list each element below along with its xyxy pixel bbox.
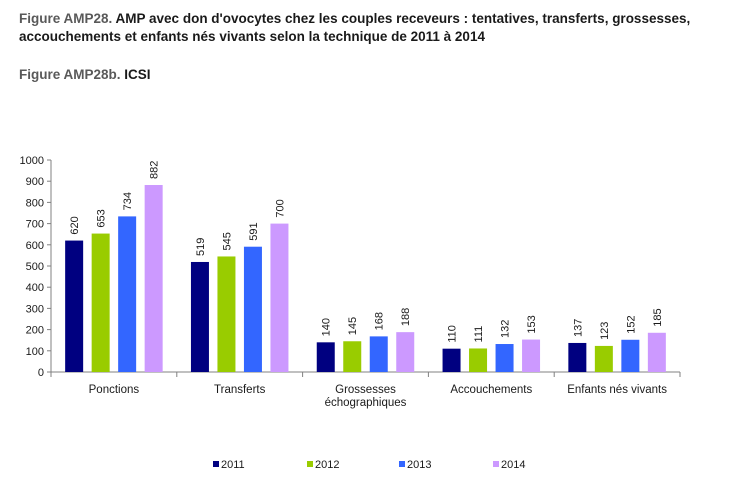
bar-2013 xyxy=(118,216,137,372)
bar-2013 xyxy=(243,246,262,372)
figure-subtitle-text: ICSI xyxy=(124,67,151,82)
figure-subtitle: Figure AMP28b. ICSI xyxy=(19,67,151,82)
bar-2014 xyxy=(396,332,415,372)
data-label: 152 xyxy=(625,315,637,333)
bar-2014 xyxy=(144,185,163,372)
data-label: 545 xyxy=(221,232,233,250)
data-label: 110 xyxy=(447,325,459,343)
data-label: 734 xyxy=(122,192,134,210)
legend-swatch-2013 xyxy=(399,461,405,467)
bar-2012 xyxy=(343,341,362,372)
y-tick-label: 200 xyxy=(26,325,44,337)
bar-2011 xyxy=(316,342,335,372)
bar-2012 xyxy=(217,256,236,372)
category-label: échographiques xyxy=(325,397,407,409)
y-tick-label: 300 xyxy=(26,303,44,315)
figure-subtitle-prefix: Figure AMP28b. xyxy=(19,67,121,82)
data-label: 111 xyxy=(473,326,485,343)
legend-swatch-2012 xyxy=(307,461,313,467)
figure-title-text: AMP avec don d'ovocytes chez les couples… xyxy=(19,11,691,44)
bar-2013 xyxy=(369,336,388,372)
y-tick-label: 0 xyxy=(38,367,44,379)
data-label: 519 xyxy=(195,238,207,256)
bar-2012 xyxy=(594,345,613,372)
y-tick-label: 600 xyxy=(26,240,44,252)
data-label: 132 xyxy=(500,320,512,338)
data-label: 123 xyxy=(599,322,611,340)
data-label: 145 xyxy=(347,317,359,335)
data-label: 140 xyxy=(321,318,333,336)
category-label: Ponctions xyxy=(89,384,140,396)
bar-2012 xyxy=(91,233,110,372)
bar-2011 xyxy=(65,240,84,372)
bar-2011 xyxy=(442,348,461,372)
bar-2013 xyxy=(621,339,640,372)
data-label: 188 xyxy=(400,308,412,326)
data-label: 137 xyxy=(572,319,584,337)
legend-label: 2013 xyxy=(407,459,431,471)
data-label: 168 xyxy=(374,312,386,330)
category-label: Transferts xyxy=(214,384,266,396)
data-label: 591 xyxy=(248,222,260,240)
bar-2013 xyxy=(495,344,514,372)
bar-2014 xyxy=(647,332,666,372)
legend-label: 2012 xyxy=(315,459,339,471)
figure-title: Figure AMP28. AMP avec don d'ovocytes ch… xyxy=(19,10,719,46)
figure-title-prefix: Figure AMP28. xyxy=(19,11,113,26)
bar-2011 xyxy=(568,342,587,372)
category-label: Grossesses xyxy=(335,384,396,396)
data-label: 882 xyxy=(149,161,161,179)
bar-2012 xyxy=(469,348,488,372)
data-label: 620 xyxy=(69,216,81,234)
y-tick-label: 400 xyxy=(26,282,44,294)
y-tick-label: 500 xyxy=(26,261,44,273)
data-label: 185 xyxy=(652,308,664,326)
legend-swatch-2014 xyxy=(493,461,499,467)
category-label: Accouchements xyxy=(450,384,532,396)
data-label: 700 xyxy=(274,199,286,217)
y-tick-label: 100 xyxy=(26,346,44,358)
legend-label: 2014 xyxy=(501,459,525,471)
bar-2014 xyxy=(522,339,541,372)
data-label: 653 xyxy=(96,209,108,227)
y-tick-label: 1000 xyxy=(20,155,44,167)
data-label: 153 xyxy=(526,315,538,333)
category-label: Enfants nés vivants xyxy=(567,384,667,396)
y-tick-label: 700 xyxy=(26,219,44,231)
legend-label: 2011 xyxy=(221,459,245,471)
bar-2014 xyxy=(270,223,289,372)
y-tick-label: 800 xyxy=(26,197,44,209)
bar-2011 xyxy=(190,261,209,372)
legend-swatch-2011 xyxy=(213,461,219,467)
y-tick-label: 900 xyxy=(26,176,44,188)
